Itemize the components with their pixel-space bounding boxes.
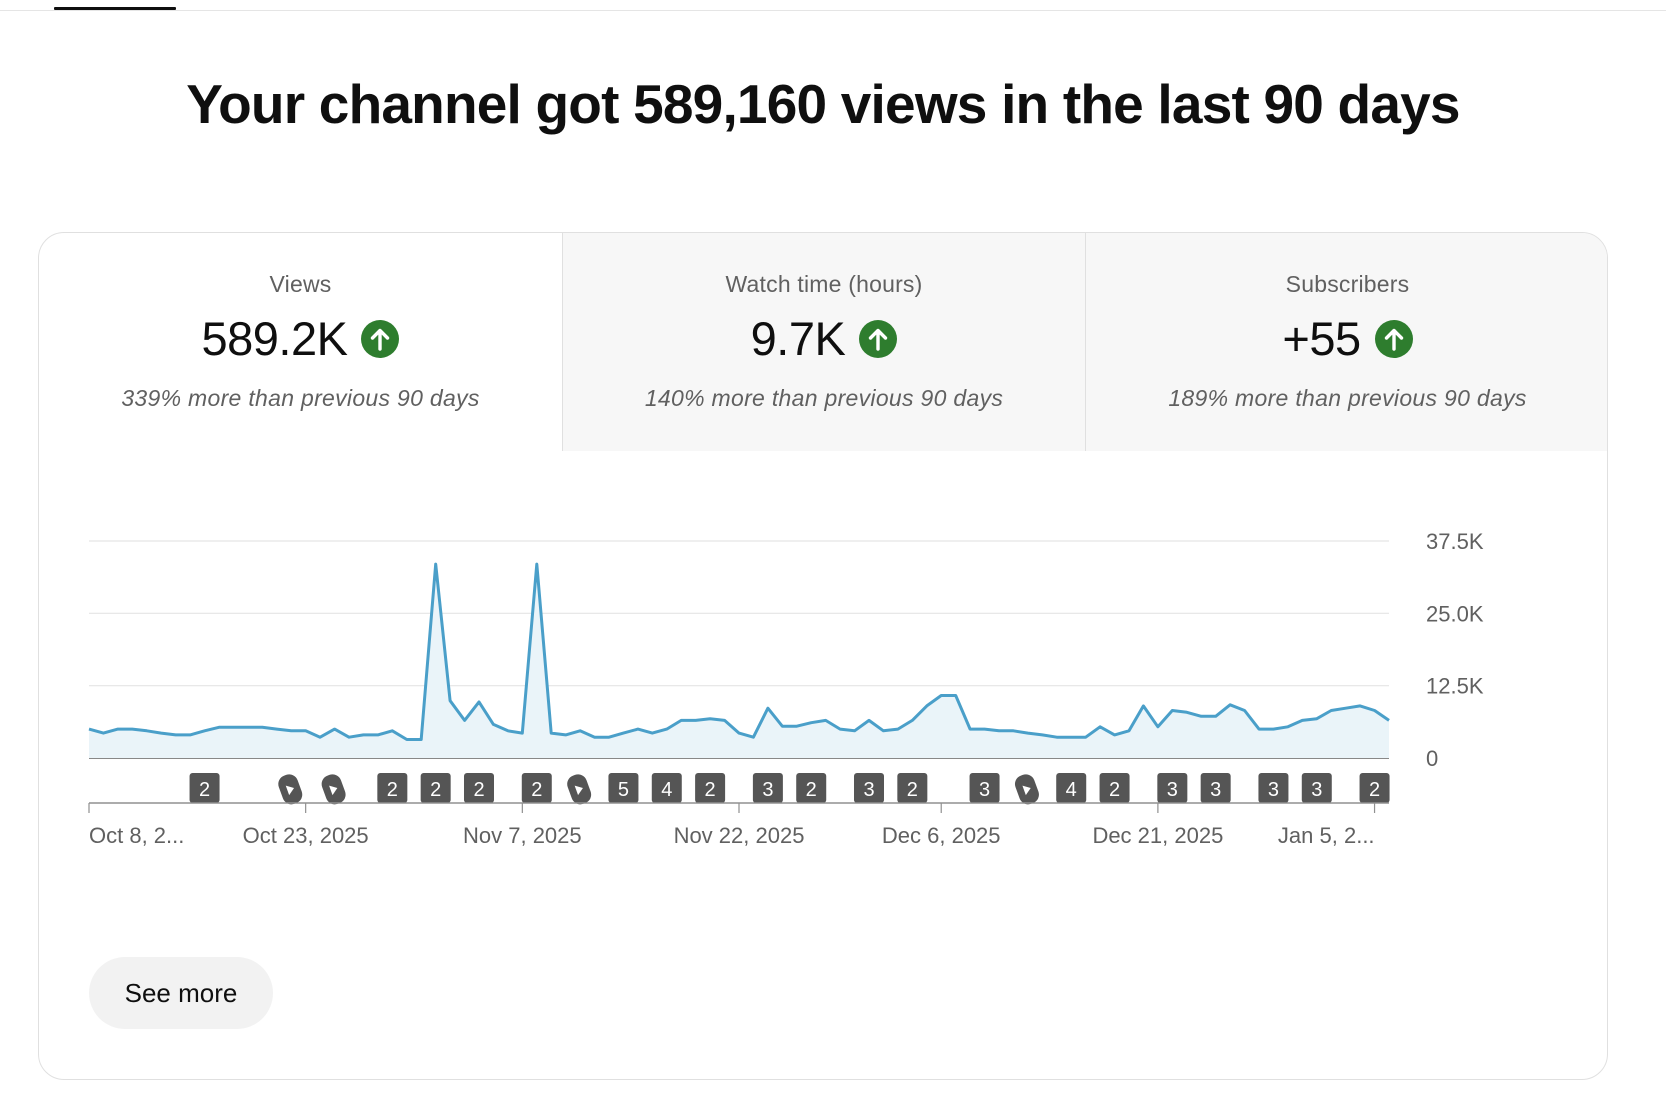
shorts-icon [1014, 774, 1039, 805]
y-tick-label: 12.5K [1426, 674, 1484, 699]
active-tab-indicator [54, 7, 176, 10]
see-more-button[interactable]: See more [89, 957, 273, 1029]
shorts-icon [321, 774, 346, 805]
metric-value: +55 [1282, 312, 1361, 365]
tab-bar-divider [0, 10, 1666, 11]
metric-label: Watch time (hours) [725, 271, 923, 297]
metric-label: Views [269, 271, 332, 297]
page-title: Your channel got 589,160 views in the la… [186, 73, 1460, 135]
metric-label: Subscribers [1285, 271, 1410, 297]
upload-count-label: 4 [1066, 779, 1077, 801]
upload-count-label: 3 [979, 779, 990, 801]
x-tick-label: Dec 21, 2025 [1092, 823, 1223, 848]
upload-count-label: 2 [430, 779, 441, 801]
views-series-line [88, 562, 1390, 741]
x-tick-label: Nov 22, 2025 [674, 823, 805, 848]
upload-count-label: 4 [661, 779, 672, 801]
upload-count-marker [695, 773, 726, 803]
upload-count-label: 2 [1109, 779, 1120, 801]
upload-count-marker [377, 773, 408, 803]
upload-count-marker [189, 773, 220, 803]
metric-value: 589.2K [201, 312, 348, 365]
upload-count-label: 2 [531, 779, 542, 801]
upload-count-label: 2 [1369, 779, 1380, 801]
views-line-chart: 37.5K 25.0K 12.5K 0 2 2 2 2 2 5 4 2 3 2 3 2 3 4 2 3 3 3 3 2 Oct … [88, 529, 1484, 848]
shorts-icon [278, 774, 303, 805]
upload-count-label: 3 [1268, 779, 1279, 801]
y-tick-label: 0 [1426, 746, 1438, 771]
upload-count-marker [854, 773, 884, 803]
upload-count-label: 3 [1167, 779, 1178, 801]
overview-card: Views 589.2K 339% more than previous 90 … [38, 232, 1608, 1080]
upload-count-label: 2 [387, 779, 398, 801]
upload-count-marker [521, 773, 552, 803]
upload-count-marker [1056, 773, 1087, 803]
upload-count-label: 2 [473, 779, 484, 801]
tab-views[interactable]: Views 589.2K 339% more than previous 90 … [39, 233, 562, 451]
metric-comparison: 339% more than previous 90 days [121, 385, 480, 411]
upload-count-marker [1157, 773, 1188, 803]
upload-count-label: 3 [863, 779, 874, 801]
tab-subscribers[interactable]: Subscribers +55 189% more than previous … [1085, 233, 1607, 451]
x-tick-label: Jan 5, 2... [1278, 823, 1375, 848]
upload-count-label: 2 [806, 779, 817, 801]
x-tick-label: Dec 6, 2025 [882, 823, 1001, 848]
x-tick-label: Nov 7, 2025 [463, 823, 582, 848]
upload-count-label: 3 [1311, 779, 1322, 801]
x-tick-label: Oct 8, 2... [89, 823, 184, 848]
upload-count-marker [752, 773, 783, 803]
upload-count-marker [608, 773, 639, 803]
arrow-up-icon [361, 319, 400, 358]
x-tick-label: Oct 23, 2025 [243, 823, 369, 848]
upload-count-marker [897, 773, 928, 803]
metric-value: 9.7K [750, 312, 846, 365]
upload-count-marker [1200, 773, 1231, 803]
upload-count-marker [796, 773, 827, 803]
upload-count-label: 3 [1210, 779, 1221, 801]
upload-count-label: 2 [199, 779, 210, 801]
upload-count-label: 3 [762, 779, 773, 801]
upload-count-marker [1359, 773, 1390, 803]
y-tick-label: 37.5K [1426, 529, 1484, 554]
shorts-icon [567, 774, 592, 805]
y-tick-label: 25.0K [1426, 601, 1484, 626]
views-area [89, 564, 1389, 758]
upload-count-marker [1301, 773, 1332, 803]
metric-comparison: 189% more than previous 90 days [1168, 385, 1527, 411]
upload-count-marker [651, 773, 682, 803]
arrow-up-icon [1374, 319, 1413, 358]
views-chart: 37.5K 25.0K 12.5K 0 2 2 2 2 2 5 4 2 3 2 3 2 3 4 2 3 3 3 3 2 Oct … [39, 451, 1607, 971]
upload-count-marker [969, 773, 1000, 803]
upload-count-marker [1258, 773, 1289, 803]
upload-count-label: 2 [705, 779, 716, 801]
upload-count-marker [464, 773, 494, 803]
metric-comparison: 140% more than previous 90 days [644, 385, 1004, 411]
upload-count-marker [1099, 773, 1130, 803]
upload-count-label: 2 [907, 779, 918, 801]
arrow-up-icon [859, 319, 898, 358]
tab-watch-time[interactable]: Watch time (hours) 9.7K 140% more than p… [562, 233, 1085, 451]
upload-count-marker [420, 773, 451, 803]
upload-count-label: 5 [618, 779, 629, 801]
